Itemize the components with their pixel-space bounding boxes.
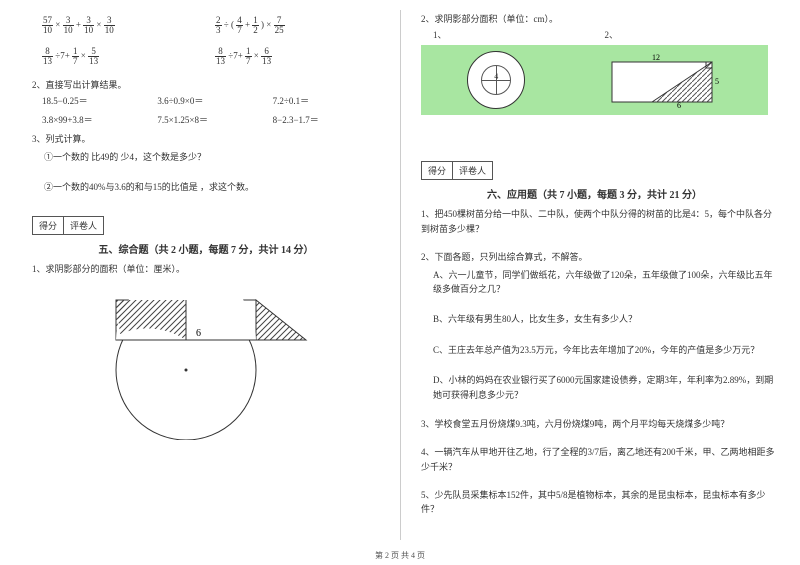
score-label: 得分 xyxy=(422,162,453,179)
r-q2b: B、六年级有男生80人，比女生多，女生有多少人？ xyxy=(433,312,776,326)
left-column: 5710 × 310 + 310 × 310 23 ÷ ( 47 + 12 ) … xyxy=(24,10,400,540)
q3: 3、列式计算。 xyxy=(32,132,388,146)
svg-text:6: 6 xyxy=(677,101,681,108)
q5-1: 1、求阴影部分的面积（单位：厘米）。 xyxy=(32,262,388,276)
green-figure-box: 4 12 5 6 xyxy=(421,45,768,115)
calc-row-2: 3.8×99+3.8＝ 7.5×1.25×8＝ 8−2.3−1.7＝ xyxy=(42,113,388,126)
r-q2c: C、王庄去年总产值为23.5万元，今年比去年增加了20%，今年的产值是多少万元？ xyxy=(433,343,776,357)
expr-row-1: 5710 × 310 + 310 × 310 23 ÷ ( 47 + 12 ) … xyxy=(42,16,388,35)
r-q5-2: 2、求阴影部分面积（单位：cm）。 xyxy=(421,12,776,26)
grader-label: 评卷人 xyxy=(453,162,492,179)
shaded-circle-triangle-figure: 6 6 xyxy=(96,280,316,440)
score-box-5: 得分 评卷人 xyxy=(32,216,104,235)
ring-figure: 4 xyxy=(467,51,525,109)
grader-label: 评卷人 xyxy=(64,217,103,234)
svg-text:5: 5 xyxy=(715,77,719,86)
calc-row-1: 18.5−0.25＝ 3.6÷0.9×0＝ 7.2÷0.1＝ xyxy=(42,94,388,107)
r-q2a: A、六一儿童节，同学们做纸花，六年级做了120朵，五年级做了100朵，六年级比五… xyxy=(433,268,776,297)
r-q1: 1、把450棵树苗分给一中队、二中队，使两个中队分得的树苗的比是4：5，每个中队… xyxy=(421,207,776,236)
rect-triangle-figure: 12 5 6 xyxy=(602,52,722,108)
expr-row-2: 813 ÷7+ 17 × 513 813 ÷7+ 17 × 613 xyxy=(42,47,388,66)
q3-1: ①一个数的 比49的 少4，这个数是多少？ xyxy=(44,150,388,164)
sub-labels: 1、 2、 xyxy=(433,28,776,41)
r-q2d: D、小林的妈妈在农业银行买了6000元国家建设债券，定期3年，年利率为2.89%… xyxy=(433,373,776,402)
expr-1a: 5710 × 310 + 310 × 310 xyxy=(42,16,215,35)
expr-1b: 23 ÷ ( 47 + 12 ) × 725 xyxy=(215,16,388,35)
right-column: 2、求阴影部分面积（单位：cm）。 1、 2、 4 12 xyxy=(400,10,776,540)
r-q5: 5、少先队员采集标本152件，其中5/8是植物标本，其余的是昆虫标本，昆虫标本有… xyxy=(421,488,776,517)
r-q2: 2、下面各题，只列出综合算式，不解答。 xyxy=(421,250,776,264)
section-5-title: 五、综合题（共 2 小题，每题 7 分，共计 14 分） xyxy=(24,241,388,256)
svg-text:12: 12 xyxy=(652,53,660,62)
page-footer: 第 2 页 共 4 页 xyxy=(0,550,800,561)
expr-2a: 813 ÷7+ 17 × 513 xyxy=(42,47,215,66)
section-6-title: 六、应用题（共 7 小题，每题 3 分，共计 21 分） xyxy=(413,186,776,201)
expr-2b: 813 ÷7+ 17 × 613 xyxy=(215,47,388,66)
ring-label: 4 xyxy=(494,72,498,81)
r-q4: 4、一辆汽车从甲地开往乙地，行了全程的3/7后，离乙地还有200千米，甲、乙两地… xyxy=(421,445,776,474)
q2: 2、直接写出计算结果。 xyxy=(32,78,388,92)
r-q3: 3、学校食堂五月份烧煤9.3吨，六月份烧煤9吨，两个月平均每天烧煤多少吨？ xyxy=(421,417,776,431)
page: 5710 × 310 + 310 × 310 23 ÷ ( 47 + 12 ) … xyxy=(0,0,800,540)
score-label: 得分 xyxy=(33,217,64,234)
fig-label-mid: 6 xyxy=(196,328,201,339)
q3-2: ②一个数的40%与3.6的和与15的比值是 ，求这个数。 xyxy=(44,180,388,194)
score-box-6: 得分 评卷人 xyxy=(421,161,493,180)
